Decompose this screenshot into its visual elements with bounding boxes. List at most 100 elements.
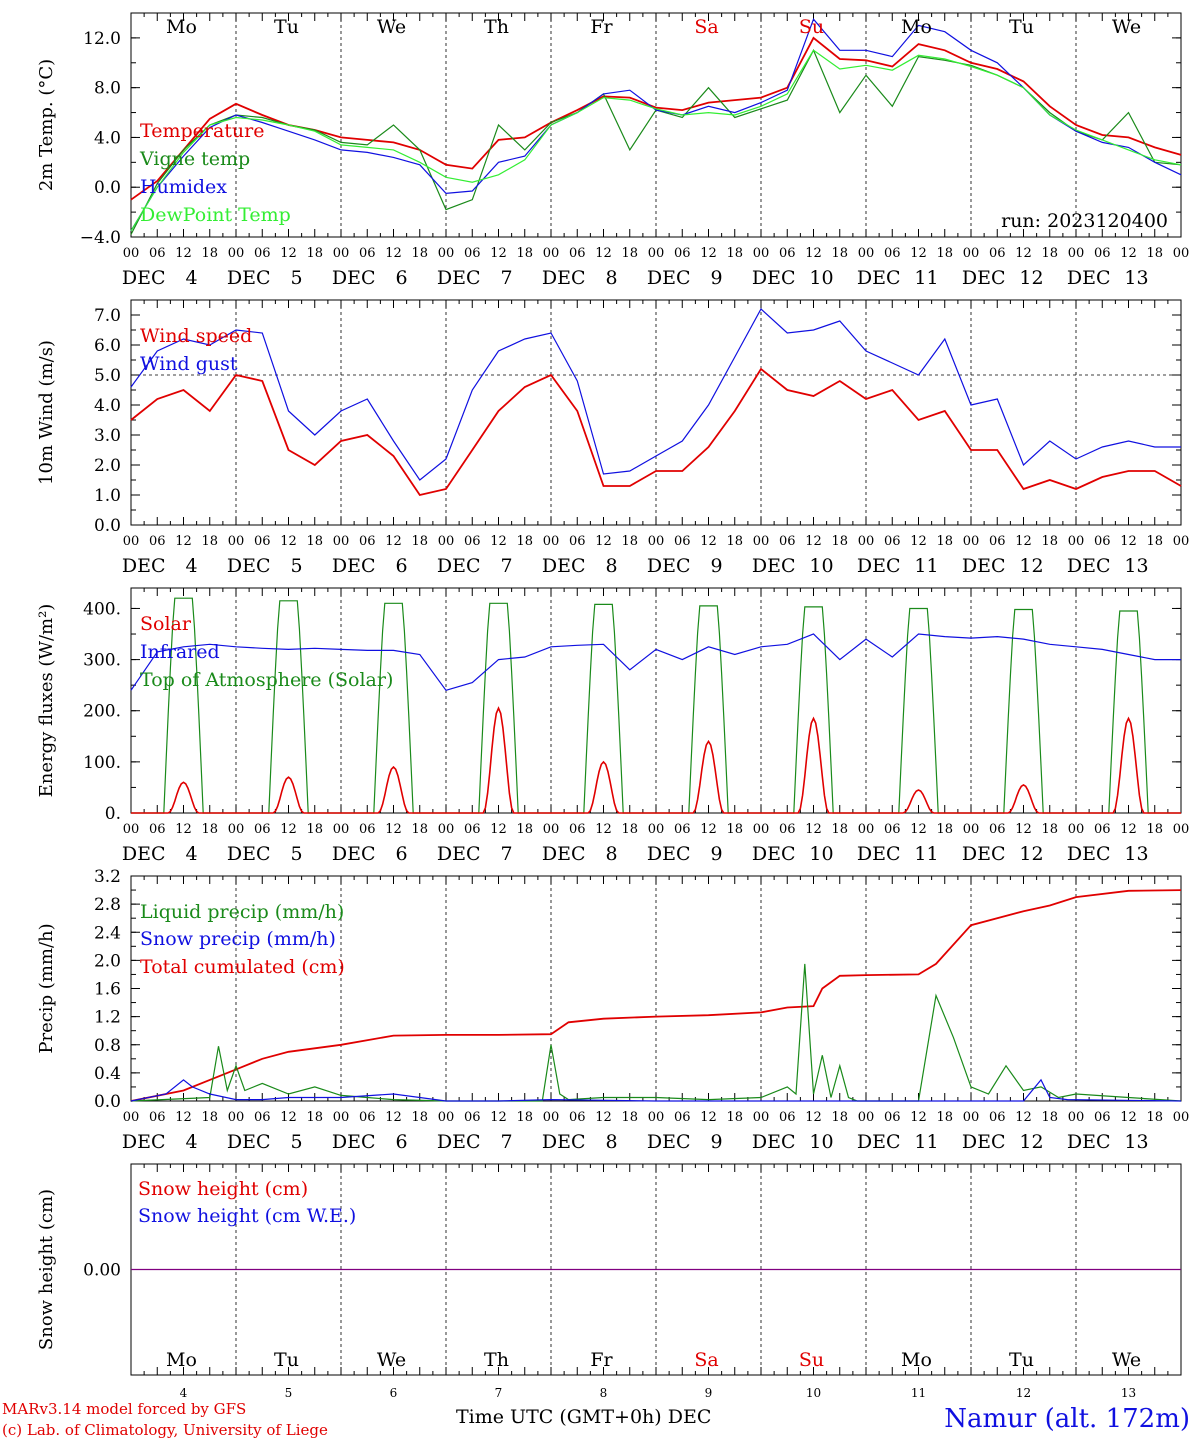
hour-tick-label: 12 bbox=[595, 822, 612, 837]
hour-tick-label: 18 bbox=[1146, 1110, 1163, 1125]
legend-entry: Top of Atmosphere (Solar) bbox=[140, 669, 393, 691]
weekday-label-top: Fr bbox=[590, 16, 613, 38]
hour-tick-label: 18 bbox=[1146, 534, 1163, 549]
hour-tick-label: 18 bbox=[936, 534, 953, 549]
hour-tick-label: 06 bbox=[254, 246, 271, 261]
y-tick-label: 2.0 bbox=[94, 951, 121, 971]
month-label: DEC bbox=[647, 843, 691, 865]
y-tick-label: −4.0 bbox=[80, 228, 121, 248]
hour-tick-label: 18 bbox=[936, 1110, 953, 1125]
day-number-small: 5 bbox=[285, 1386, 293, 1400]
day-number-small: 7 bbox=[495, 1386, 503, 1400]
weekday-label-bottom: We bbox=[377, 1349, 406, 1371]
hour-tick-label: 12 bbox=[280, 1110, 297, 1125]
hour-tick-label: 12 bbox=[1120, 1110, 1137, 1125]
day-number-label: 11 bbox=[914, 843, 938, 865]
day-number-small: 4 bbox=[180, 1386, 188, 1400]
hour-tick-label: 18 bbox=[1041, 1110, 1058, 1125]
hour-tick-label: 12 bbox=[700, 534, 717, 549]
day-number-label: 10 bbox=[809, 267, 833, 289]
hour-tick-label: 00 bbox=[228, 1110, 245, 1125]
hour-tick-label: 06 bbox=[884, 534, 901, 549]
day-number-label: 13 bbox=[1124, 267, 1148, 289]
hour-tick-label: 18 bbox=[1041, 534, 1058, 549]
weekday-label-top: Sa bbox=[694, 16, 718, 38]
hour-tick-label: 12 bbox=[910, 534, 927, 549]
hour-tick-label: 18 bbox=[411, 1110, 428, 1125]
hour-tick-label: 12 bbox=[490, 246, 507, 261]
hour-tick-label: 00 bbox=[228, 822, 245, 837]
day-number-label: 13 bbox=[1124, 555, 1148, 577]
hour-tick-label: 00 bbox=[123, 246, 140, 261]
hour-tick-label: 12 bbox=[385, 246, 402, 261]
hour-tick-label: 18 bbox=[726, 822, 743, 837]
month-label: DEC bbox=[647, 267, 691, 289]
hour-tick-label: 06 bbox=[989, 534, 1006, 549]
panel-precip: 3.2 2.8 2.4 2.0 1.6 1.2 0.8 0.4 0.0 Precip (mm/h)… bbox=[36, 867, 1189, 1153]
series-humidex bbox=[130, 18, 1182, 232]
hour-tick-label: 12 bbox=[1015, 1110, 1032, 1125]
hour-tick-label: 18 bbox=[1041, 246, 1058, 261]
month-label: DEC bbox=[752, 267, 796, 289]
hour-tick-label: 06 bbox=[1094, 534, 1111, 549]
y-tick-label: 0. bbox=[105, 804, 121, 824]
hour-tick-label: 00 bbox=[648, 1110, 665, 1125]
hour-tick-label: 00 bbox=[543, 534, 560, 549]
weekday-label-bottom: Tu bbox=[1009, 1349, 1034, 1371]
day-number-label: 7 bbox=[500, 555, 512, 577]
day-number-label: 8 bbox=[605, 843, 617, 865]
day-number-label: 4 bbox=[185, 1131, 197, 1153]
hour-tick-label: 00 bbox=[333, 246, 350, 261]
hour-tick-label: 06 bbox=[1094, 822, 1111, 837]
hour-tick-label: 00 bbox=[963, 534, 980, 549]
y-tick-label: 1.2 bbox=[94, 1008, 121, 1028]
day-number-small: 11 bbox=[911, 1386, 926, 1400]
series-total-cumulated-cm bbox=[130, 889, 1182, 1102]
hour-tick-label: 06 bbox=[149, 822, 166, 837]
hour-tick-label: 12 bbox=[490, 822, 507, 837]
day-number-label: 12 bbox=[1019, 555, 1043, 577]
panel-energy: 400. 300. 200. 100. 0. Energy fluxes (W/m²) So… bbox=[36, 587, 1189, 865]
hour-tick-label: 18 bbox=[411, 534, 428, 549]
series-dewpoint-temp bbox=[130, 49, 1182, 232]
hour-tick-label: 00 bbox=[858, 246, 875, 261]
hour-tick-label: 18 bbox=[201, 1110, 218, 1125]
hour-tick-label: 00 bbox=[228, 534, 245, 549]
hour-tick-label: 06 bbox=[1094, 246, 1111, 261]
month-label: DEC bbox=[332, 267, 376, 289]
hour-tick-label: 12 bbox=[1015, 822, 1032, 837]
weekday-label-bottom: We bbox=[1112, 1349, 1141, 1371]
y-tick-label: 0.4 bbox=[94, 1064, 121, 1084]
month-label: DEC bbox=[332, 843, 376, 865]
day-number-label: 12 bbox=[1019, 267, 1043, 289]
hour-tick-label: 18 bbox=[621, 822, 638, 837]
day-number-label: 4 bbox=[185, 555, 197, 577]
legend-entry: Liquid precip (mm/h) bbox=[140, 901, 344, 923]
x-axis-label: Time UTC (GMT+0h) DEC bbox=[456, 1406, 711, 1428]
hour-tick-label: 18 bbox=[516, 1110, 533, 1125]
hour-tick-label: 18 bbox=[201, 534, 218, 549]
hour-tick-label: 18 bbox=[726, 534, 743, 549]
hour-tick-label: 12 bbox=[385, 1110, 402, 1125]
hour-tick-label: 06 bbox=[569, 534, 586, 549]
hour-tick-label: 06 bbox=[884, 246, 901, 261]
panel-wind: 7.0 6.0 5.0 4.0 3.0 2.0 1.0 0.0 10m Wind (m/s) Wi… bbox=[36, 299, 1189, 577]
hour-tick-label: 06 bbox=[464, 534, 481, 549]
hour-tick-label: 06 bbox=[254, 1110, 271, 1125]
series-wind-gust bbox=[130, 308, 1181, 481]
hour-tick-label: 00 bbox=[963, 822, 980, 837]
day-number-small: 10 bbox=[806, 1386, 821, 1400]
hour-tick-label: 00 bbox=[123, 534, 140, 549]
legend-entry: Total cumulated (cm) bbox=[140, 956, 345, 978]
hour-tick-label: 06 bbox=[254, 822, 271, 837]
month-label: DEC bbox=[1067, 555, 1111, 577]
y-axis-label: 2m Temp. (°C) bbox=[36, 59, 57, 191]
panel-snow: 0.00 Snow height (cm) Snow height (cm) Snow… bbox=[36, 1163, 1182, 1376]
month-label: DEC bbox=[647, 1131, 691, 1153]
month-label: DEC bbox=[227, 843, 271, 865]
day-number-label: 6 bbox=[395, 267, 407, 289]
month-label: DEC bbox=[437, 843, 481, 865]
hour-tick-label: 06 bbox=[464, 246, 481, 261]
day-number-label: 13 bbox=[1124, 1131, 1148, 1153]
